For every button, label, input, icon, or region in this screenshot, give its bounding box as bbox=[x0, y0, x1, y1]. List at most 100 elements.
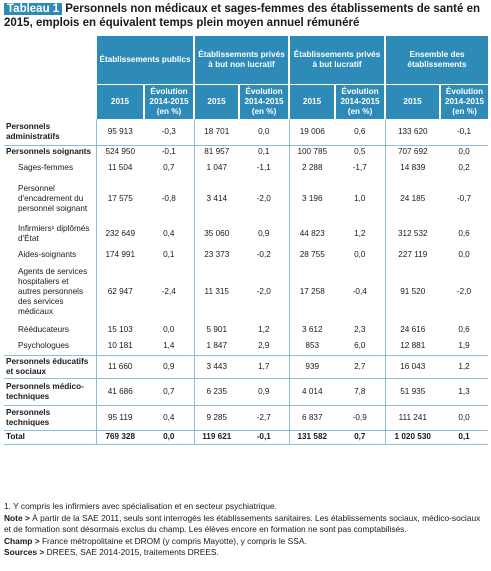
cell-evolution: 0,6 bbox=[458, 229, 470, 238]
sources-text: DREES, SAE 2014-2015, traitements DREES. bbox=[46, 547, 219, 557]
cell-evolution: 0,9 bbox=[144, 355, 195, 379]
cell-2015: 24 616 bbox=[384, 321, 441, 338]
cell-evolution: 0,0 bbox=[144, 430, 195, 445]
cell-2015: 16 043 bbox=[384, 355, 441, 379]
cell-evolution: 0,0 bbox=[458, 147, 470, 157]
cell-evolution: 0,9 bbox=[258, 229, 270, 238]
cell-2015: 3 414 bbox=[193, 176, 240, 221]
table-row: Personnels techniques 95 119 0,4 9 285 -2,7 6… bbox=[4, 405, 489, 431]
row-label: Personnels techniques bbox=[4, 405, 96, 431]
cell-2015: 35 060 bbox=[193, 221, 240, 247]
cell-evolution: 2,7 bbox=[335, 355, 386, 379]
cell-evolution: -0,1 bbox=[440, 119, 489, 146]
cell-evolution: 0,1 bbox=[440, 430, 489, 445]
group-header: Ensemble des établissements bbox=[384, 36, 489, 85]
cell-evolution: 2,3 bbox=[354, 324, 366, 334]
table-notes: 1. Y compris les infirmiers avec spécial… bbox=[4, 501, 488, 559]
figure-title: Tableau 1 Personnels non médicaux et sage… bbox=[4, 2, 488, 30]
cell-evolution: -0,3 bbox=[144, 119, 195, 146]
cell-2015: 6 235 bbox=[193, 378, 240, 406]
champ-line: Champ > France métropolitaine et DROM (y… bbox=[4, 536, 488, 548]
header-corner bbox=[4, 84, 96, 119]
table-row: Rééducateurs 15 103 0,0 5 901 1,2 3 612 2,3 24 … bbox=[4, 321, 488, 338]
cell-2015: 10 181 bbox=[95, 338, 144, 356]
cell-evolution: 0,4 bbox=[144, 405, 195, 431]
cell-2015: 174 991 bbox=[95, 247, 144, 262]
cell-2015: 17 575 bbox=[95, 176, 144, 221]
cell-evolution: -0,1 bbox=[239, 430, 290, 445]
cell-2015: 1 047 bbox=[193, 159, 240, 176]
cell-2015: 1 847 bbox=[193, 338, 240, 356]
cell-evolution: 1,7 bbox=[239, 355, 290, 379]
cell-evolution: 1,4 bbox=[144, 338, 195, 356]
cell-2015: 131 582 bbox=[288, 430, 336, 445]
cell-2015: 939 bbox=[288, 355, 336, 379]
cell-2015: 17 258 bbox=[288, 262, 336, 321]
cell-evolution: -0,8 bbox=[161, 193, 176, 203]
cell-evolution: 0,0 bbox=[163, 324, 175, 334]
note-text: À partir de la SAE 2011, seuls sont inte… bbox=[4, 512, 481, 535]
cell-evolution: -0,2 bbox=[256, 249, 271, 259]
cell-2015: 81 957 bbox=[193, 145, 240, 159]
row-label: Agents de services hospitaliers et autre… bbox=[18, 266, 88, 316]
cell-2015: 524 950 bbox=[95, 145, 144, 159]
row-label: Personnel d'encadrement du personnel soi… bbox=[18, 183, 88, 213]
cell-2015: 62 947 bbox=[95, 262, 144, 321]
cell-2015: 18 701 bbox=[193, 119, 240, 146]
table-row: Personnel d'encadrement du personnel soi… bbox=[4, 176, 488, 221]
row-label: Aides-soignants bbox=[18, 249, 77, 259]
row-label: Sages-femmes bbox=[18, 162, 74, 172]
year-header: 2015 bbox=[193, 84, 240, 119]
cell-2015: 3 196 bbox=[288, 176, 336, 221]
cell-2015: 28 755 bbox=[288, 247, 336, 262]
cell-evolution: -2,0 bbox=[256, 193, 271, 203]
table-row: Total 769 328 0,0 119 621 -0,1 131 582 0,7 1 02… bbox=[4, 430, 489, 445]
cell-evolution: 0,7 bbox=[335, 430, 386, 445]
cell-evolution: 0,1 bbox=[258, 147, 270, 157]
cell-2015: 11 504 bbox=[95, 159, 144, 176]
sources-label: Sources > bbox=[4, 547, 45, 557]
cell-2015: 853 bbox=[288, 338, 336, 356]
cell-evolution: 6,0 bbox=[335, 338, 386, 356]
footnote: 1. Y compris les infirmiers avec spécial… bbox=[4, 501, 277, 511]
cell-2015: 11 315 bbox=[193, 262, 240, 321]
cell-evolution: -0,4 bbox=[352, 286, 367, 296]
cell-evolution: 1,9 bbox=[440, 338, 489, 356]
row-label: Personnels éducatifs et sociaux bbox=[4, 355, 96, 379]
cell-2015: 2 288 bbox=[288, 159, 336, 176]
table-row: Sages-femmes 11 504 0,7 1 047 -1,1 2 288 -1,7 1… bbox=[4, 159, 488, 176]
cell-evolution: -1,1 bbox=[256, 162, 271, 172]
cell-2015: 6 837 bbox=[288, 405, 336, 431]
row-label: Rééducateurs bbox=[18, 324, 69, 334]
cell-2015: 232 649 bbox=[95, 221, 144, 247]
cell-evolution: 1,3 bbox=[440, 378, 489, 406]
cell-evolution: -2,0 bbox=[456, 286, 472, 296]
cell-2015: 12 881 bbox=[384, 338, 441, 356]
table-row: Personnels éducatifs et sociaux 11 660 0,9… bbox=[4, 355, 489, 379]
year-header: 2015 bbox=[288, 84, 336, 119]
cell-evolution: 0,0 bbox=[458, 249, 470, 259]
table-row: Psychologues 10 181 1,4 1 847 2,9 853 6,0 12 88… bbox=[4, 338, 489, 356]
cell-evolution: 1,2 bbox=[440, 355, 489, 379]
cell-evolution: 0,2 bbox=[458, 162, 470, 172]
cell-evolution: -2,0 bbox=[256, 286, 271, 296]
evolution-header: Évolution 2014-2015 (en %) bbox=[439, 84, 489, 119]
cell-2015: 14 839 bbox=[384, 159, 441, 176]
cell-2015: 19 006 bbox=[288, 119, 336, 146]
group-header: Établissements publics bbox=[94, 36, 195, 85]
note-line: Note > À partir de la SAE 2011, seuls so… bbox=[4, 513, 488, 536]
champ-label: Champ > bbox=[4, 535, 40, 546]
cell-evolution: 1,2 bbox=[354, 229, 366, 238]
cell-evolution: 2,9 bbox=[239, 338, 290, 356]
cell-evolution: 0,0 bbox=[239, 119, 290, 146]
cell-2015: 133 620 bbox=[384, 119, 441, 146]
header-corner bbox=[4, 36, 96, 85]
cell-2015: 11 660 bbox=[95, 355, 144, 379]
row-label: Personnels médico-techniques bbox=[4, 378, 96, 406]
table-body: Personnels administratifs 95 913 -0,3 18 70… bbox=[4, 119, 489, 445]
row-label: Personnels soignants bbox=[6, 147, 92, 157]
champ-text: France métropolitaine et DROM (y compris… bbox=[41, 535, 307, 546]
cell-evolution: 7,8 bbox=[335, 378, 386, 406]
year-header: 2015 bbox=[95, 84, 144, 119]
